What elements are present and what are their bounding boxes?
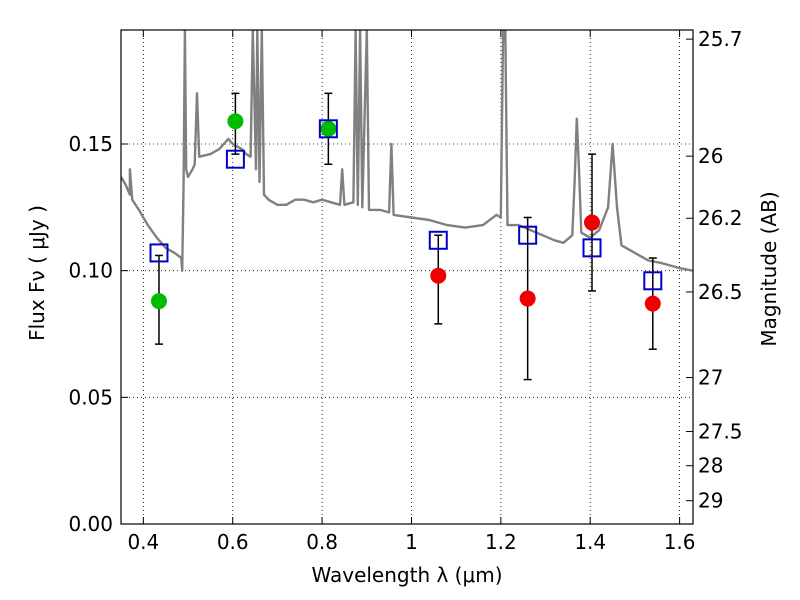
model-photometry-point [149,243,169,263]
x-tick-label: 0.4 [127,530,159,554]
observed-nir-point [519,290,536,307]
model-spectrum-line [121,30,693,272]
model-photometry-point [225,149,245,169]
observed-optical-point [227,113,244,130]
model-photometry-point [428,230,448,250]
observed-optical-point [320,120,337,137]
observed-nir-point [430,267,447,284]
right-tick-label: 27 [698,366,723,390]
data-markers [149,113,663,312]
right-tick-label: 26.5 [698,280,743,304]
grid-lines [121,30,693,524]
model-photometry-point [643,271,663,291]
right-tick-label: 26 [698,144,723,168]
y-axis-label: Flux Fν ( μJy ) [25,205,49,341]
right-tick-label: 29 [698,489,723,513]
y-tick-label: 0.10 [68,259,113,283]
y-tick-label: 0.15 [68,132,113,156]
error-bars [154,92,657,381]
right-axis-label: Magnitude (AB) [757,191,781,346]
observed-optical-point [150,293,167,310]
model-photometry-point [518,225,538,245]
plot-frame [120,29,694,525]
observed-nir-point [644,295,661,312]
right-tick-label: 28 [698,454,723,478]
model-photometry-point [318,119,338,139]
x-tick-label: 0.6 [217,530,249,554]
x-axis-label: Wavelength λ (μm) [311,563,502,587]
x-tick-label: 1.2 [485,530,517,554]
right-tick-label: 27.5 [698,420,743,444]
model-photometry-point [582,238,602,258]
axis-ticks: 0.4 0.6 0.8 1 1.2 1.4 1.6 0.00 0.05 0.10 0.15 25.7 2… [68,27,742,554]
x-tick-label: 0.8 [306,530,338,554]
right-tick-label: 25.7 [698,27,743,51]
model-spectrum [121,30,693,272]
observed-nir-point [584,214,601,231]
y-tick-label: 0.05 [68,385,113,409]
x-tick-label: 1 [405,530,418,554]
x-tick-label: 1.4 [574,530,606,554]
right-tick-label: 26.2 [698,206,743,230]
x-tick-label: 1.6 [664,530,696,554]
y-tick-label: 0.00 [68,512,113,536]
